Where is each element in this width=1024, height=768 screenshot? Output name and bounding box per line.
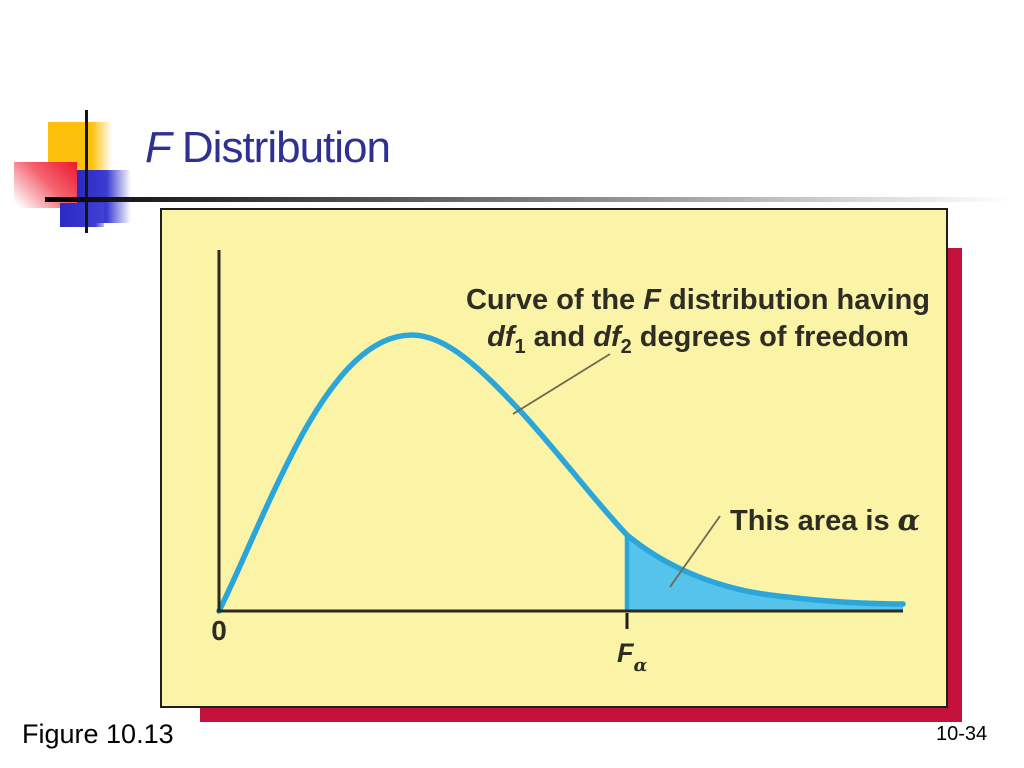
decoration-blue-square-small bbox=[60, 203, 104, 227]
df2-symbol: df bbox=[593, 321, 624, 353]
curve-annotation-line1-f: F bbox=[643, 284, 662, 316]
curve-annotation-line2: df1 and df2 degrees of freedom bbox=[487, 321, 909, 358]
figure-panel: Curve of the F distribution having df1 a… bbox=[160, 208, 948, 708]
slide-title-rest: Distribution bbox=[181, 123, 391, 172]
curve-annotation-leader-line bbox=[512, 353, 611, 415]
f-density-curve bbox=[216, 332, 906, 614]
df1-subscript: 1 bbox=[514, 336, 525, 358]
f-distribution-plot: Curve of the F distribution having df1 a… bbox=[211, 250, 930, 676]
figure-caption: Figure 10.13 bbox=[22, 719, 174, 749]
decoration-vertical-line bbox=[85, 110, 88, 233]
curve-annotation-line2-mid: and bbox=[526, 321, 594, 353]
origin-label: 0 bbox=[211, 615, 227, 646]
curve-annotation-line2-post: degrees of freedom bbox=[632, 321, 909, 353]
title-divider-rule bbox=[45, 197, 1010, 202]
curve-annotation-line1-post: distribution having bbox=[661, 284, 930, 316]
df2-subscript: 2 bbox=[621, 336, 632, 358]
area-annotation-leader-line bbox=[669, 515, 721, 588]
slide-title-f: F bbox=[145, 123, 172, 172]
slide-title: F Distribution bbox=[145, 123, 391, 172]
curve-annotation-line1: Curve of the F distribution having bbox=[466, 284, 930, 316]
alpha-symbol: α bbox=[898, 503, 920, 537]
critical-value-f: F bbox=[617, 638, 635, 668]
alpha-tail-shaded-area bbox=[627, 535, 903, 611]
critical-value-label: Fα bbox=[617, 638, 648, 676]
curve-annotation-line1-pre: Curve of the bbox=[466, 284, 643, 316]
page-number: 10-34 bbox=[936, 723, 988, 745]
critical-value-subscript: α bbox=[634, 655, 648, 676]
area-annotation: This area is α bbox=[730, 503, 920, 537]
area-annotation-pre: This area is bbox=[730, 505, 898, 537]
df1-symbol: df bbox=[487, 321, 518, 353]
